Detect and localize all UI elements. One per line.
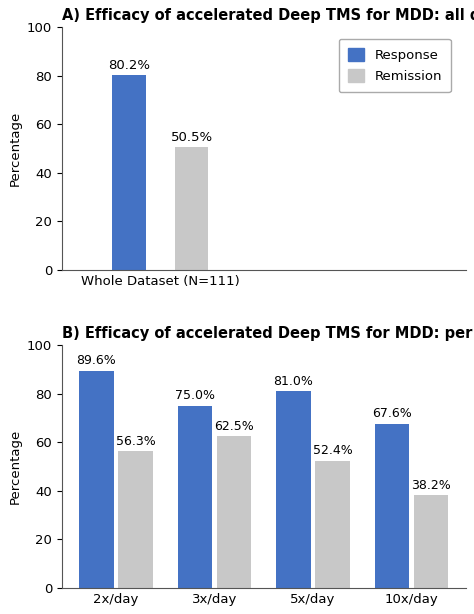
Y-axis label: Percentage: Percentage: [9, 111, 21, 186]
Bar: [276, 392, 310, 588]
Text: 80.2%: 80.2%: [108, 59, 150, 72]
Text: 89.6%: 89.6%: [76, 354, 116, 367]
Bar: [112, 76, 146, 270]
Legend: Response, Remission: Response, Remission: [338, 39, 451, 92]
Text: 38.2%: 38.2%: [411, 478, 451, 492]
Text: 56.3%: 56.3%: [116, 435, 155, 448]
Text: 50.5%: 50.5%: [171, 131, 213, 144]
Text: A) Efficacy of accelerated Deep TMS for MDD: all data: A) Efficacy of accelerated Deep TMS for …: [62, 9, 474, 23]
Y-axis label: Percentage: Percentage: [9, 429, 21, 504]
Text: 67.6%: 67.6%: [372, 407, 412, 421]
Text: B) Efficacy of accelerated Deep TMS for MDD: per protocol: B) Efficacy of accelerated Deep TMS for …: [62, 327, 474, 341]
Text: 81.0%: 81.0%: [273, 375, 313, 388]
Text: 62.5%: 62.5%: [214, 419, 254, 433]
Text: 52.4%: 52.4%: [313, 444, 353, 457]
Bar: [178, 406, 212, 588]
Bar: [175, 147, 209, 270]
Bar: [374, 424, 409, 588]
Bar: [414, 495, 448, 588]
Bar: [79, 371, 114, 588]
Bar: [118, 451, 153, 588]
Bar: [217, 437, 251, 588]
Text: 75.0%: 75.0%: [175, 389, 215, 402]
Bar: [316, 460, 350, 588]
